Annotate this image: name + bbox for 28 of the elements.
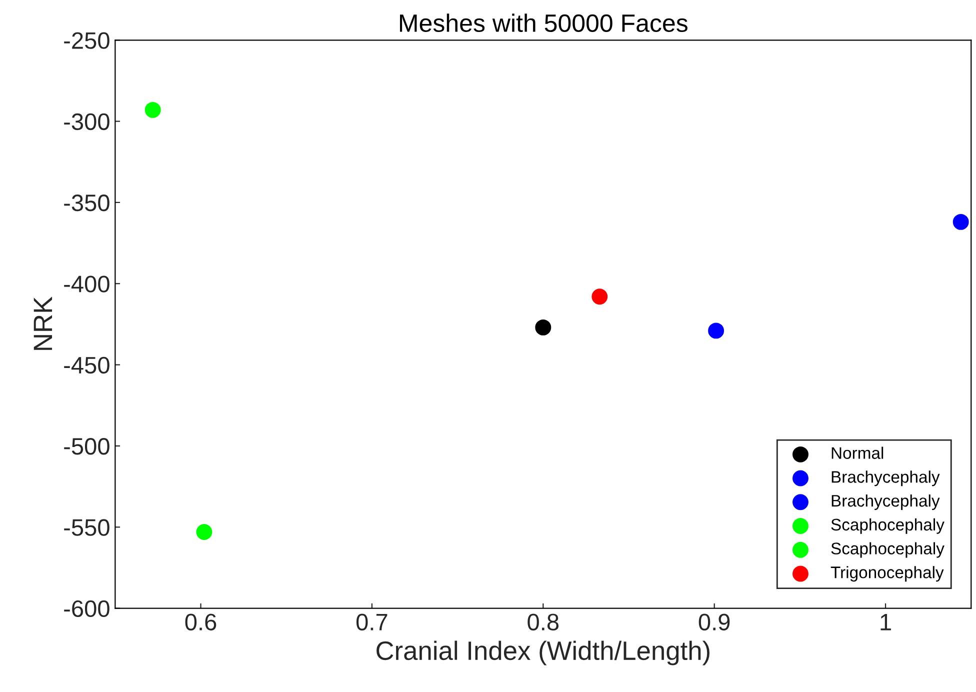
- x-tick-label: 0.7: [356, 614, 388, 630]
- x-tick-label: 0.9: [698, 614, 730, 630]
- y-axis-title: NRK: [34, 296, 52, 350]
- legend-label: Trigonocephaly: [830, 566, 944, 582]
- legend-label: Scaphocephaly: [831, 518, 944, 534]
- legend-label: Normal: [832, 446, 884, 459]
- point: [535, 319, 552, 336]
- y-tick-label: -600: [64, 600, 110, 618]
- point: [196, 524, 212, 540]
- point: [952, 214, 969, 230]
- y-tick-label: -300: [64, 113, 110, 130]
- point: [592, 288, 608, 305]
- y-tick-label: -450: [64, 356, 110, 374]
- legend-label: Brachycephaly: [832, 470, 940, 486]
- point: [708, 322, 724, 339]
- x-axis-title: Cranial Index (Width/Length): [376, 640, 710, 666]
- y-tick-label: -350: [64, 194, 110, 212]
- y-tick-label: -400: [64, 276, 110, 292]
- chart-title: Meshes with 50000 Faces: [400, 14, 688, 32]
- x-tick-label: 0.8: [528, 614, 559, 630]
- y-tick-label: -250: [64, 32, 110, 49]
- legend-label: Scaphocephaly: [831, 542, 944, 558]
- legend-label: Brachycephaly: [832, 494, 940, 510]
- x-tick-label: 0.6: [185, 614, 216, 630]
- x-tick-label: 1: [880, 614, 891, 630]
- y-tick-label: -500: [64, 438, 110, 455]
- y-tick-label: -550: [64, 519, 110, 536]
- point: [144, 102, 161, 118]
